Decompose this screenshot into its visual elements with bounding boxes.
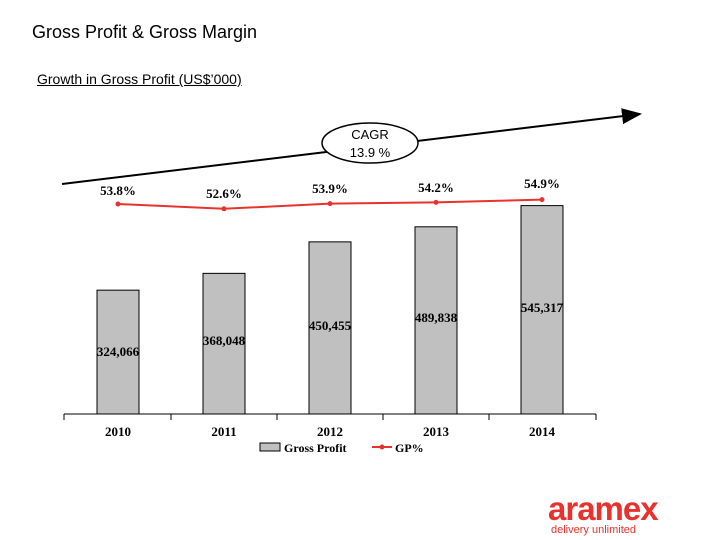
gp-percent-label: 52.6% bbox=[206, 186, 242, 201]
aramex-logo: aramex delivery unlimited bbox=[548, 490, 693, 536]
x-tick-label: 2012 bbox=[317, 424, 343, 439]
x-tick-label: 2013 bbox=[423, 424, 450, 439]
bar-value-label: 368,048 bbox=[203, 333, 246, 348]
gp-percent-point bbox=[115, 201, 121, 207]
bar-value-label: 450,455 bbox=[309, 318, 352, 333]
slide-subtitle: Growth in Gross Profit (US$’000) bbox=[37, 71, 242, 87]
legend-label-gross-profit: Gross Profit bbox=[284, 441, 347, 455]
slide-title: Gross Profit & Gross Margin bbox=[32, 22, 258, 42]
gp-percent-label: 54.2% bbox=[418, 180, 454, 195]
x-tick-label: 2011 bbox=[211, 424, 236, 439]
gp-percent-point bbox=[327, 201, 333, 207]
gp-percent-point bbox=[539, 197, 545, 203]
bar-value-label: 545,317 bbox=[521, 300, 564, 315]
gp-percent-label: 53.9% bbox=[312, 181, 348, 196]
x-tick-label: 2014 bbox=[529, 424, 556, 439]
gp-percent-point bbox=[221, 206, 227, 212]
x-tick-label: 2010 bbox=[105, 424, 131, 439]
bar-gross-profit bbox=[96, 289, 140, 415]
cagr-label: CAGR bbox=[351, 127, 389, 142]
bar-value-label: 489,838 bbox=[415, 310, 458, 325]
legend-swatch-gross-profit bbox=[259, 442, 281, 452]
logo-wordmark: aramex bbox=[548, 490, 659, 527]
cagr-value: 13.9 % bbox=[350, 145, 391, 160]
bar-gross-profit bbox=[202, 272, 246, 415]
cagr-ellipse bbox=[321, 122, 419, 164]
legend-marker-gp-percent bbox=[379, 444, 385, 450]
gp-percent-point bbox=[433, 199, 439, 205]
gp-percent-label: 53.8% bbox=[100, 183, 136, 198]
gp-percent-label: 54.9% bbox=[524, 176, 560, 191]
logo-tagline: delivery unlimited bbox=[551, 524, 636, 536]
bar-value-label: 324,066 bbox=[97, 344, 140, 359]
legend-label-gp-percent: GP% bbox=[395, 441, 424, 455]
